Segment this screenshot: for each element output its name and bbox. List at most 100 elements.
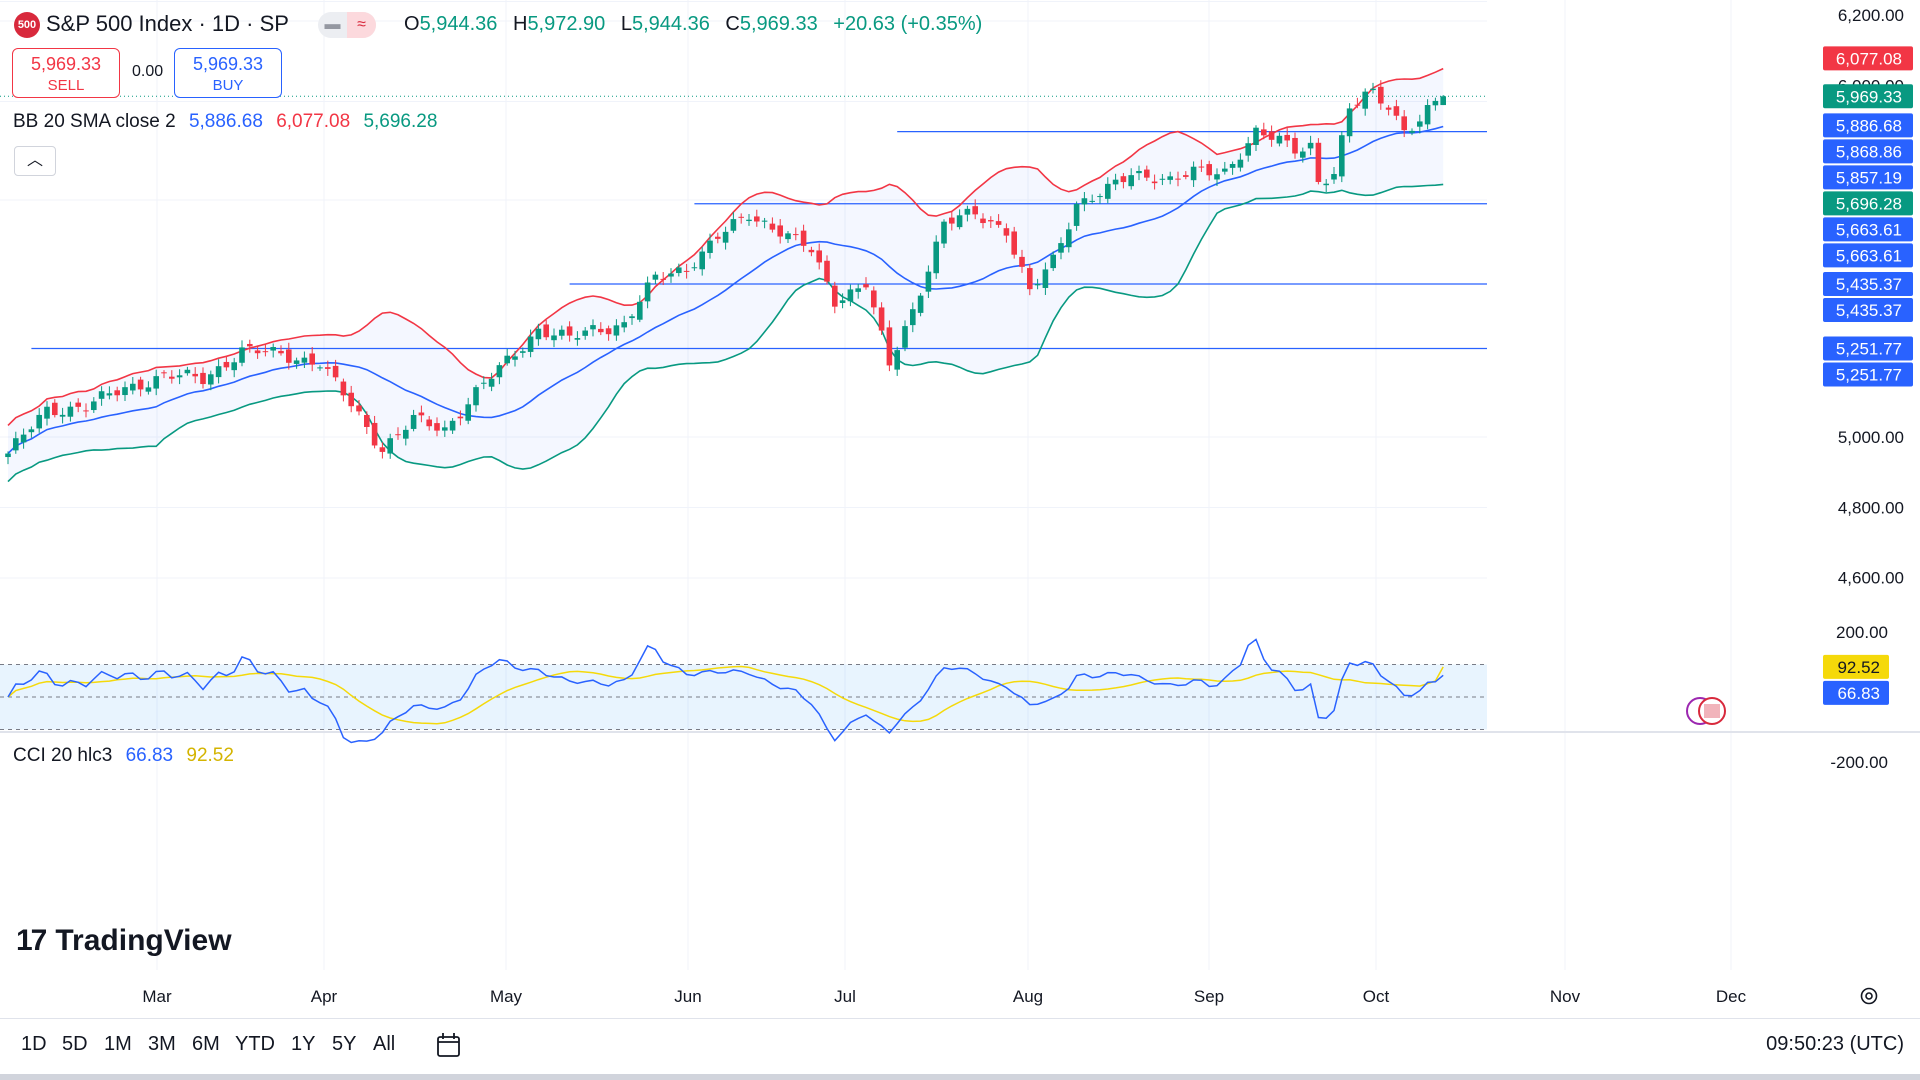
candle-body	[473, 387, 479, 406]
candle-body	[1058, 243, 1064, 253]
range-6m-button[interactable]: 6M	[192, 1033, 220, 1055]
line-style-icon[interactable]: ▬	[324, 16, 341, 33]
range-ytd-button[interactable]: YTD	[235, 1033, 275, 1055]
candle-body	[309, 353, 315, 365]
candle-body	[247, 343, 253, 347]
price-scale-label: 5,886.68	[1836, 116, 1902, 135]
candle-body	[808, 249, 815, 253]
price-scale-badge	[1823, 165, 1913, 190]
cci-scale-label: 92.52	[1837, 658, 1880, 677]
buy-button[interactable]: 5,969.33 BUY	[174, 48, 282, 98]
candle-body	[371, 422, 378, 446]
cci-legend[interactable]: CCI 20 hlc3 66.83 92.52	[13, 745, 234, 766]
time-axis-tick: Mar	[142, 987, 172, 1006]
price-scale-badge	[1823, 113, 1913, 138]
price-scale-badge	[1823, 84, 1913, 109]
price-scale-label: 5,868.86	[1836, 142, 1902, 161]
candle-body	[91, 401, 97, 411]
candle-body	[208, 374, 214, 385]
symbol-title[interactable]: S&P 500 Index · 1D · SP	[46, 11, 289, 36]
candle-body	[1393, 106, 1400, 116]
candle-body	[1378, 86, 1384, 104]
calendar-goto-icon[interactable]	[433, 1030, 463, 1060]
range-3m-button[interactable]: 3M	[148, 1033, 176, 1055]
price-scale-label: 5,696.28	[1836, 194, 1902, 213]
candle-body	[1284, 134, 1290, 141]
candle-body	[239, 347, 245, 363]
range-5y-button[interactable]: 5Y	[332, 1033, 357, 1055]
range-1m-button[interactable]: 1M	[104, 1033, 132, 1055]
chart-type-toggle[interactable]: ▬ ≈	[318, 12, 376, 38]
candle-body	[130, 383, 136, 391]
candle-body	[395, 434, 401, 436]
price-scale-badge	[1823, 336, 1913, 361]
candle-body	[169, 376, 175, 379]
bb-band-fill	[8, 68, 1444, 482]
candle-body	[800, 230, 807, 246]
tradingview-logo[interactable]: 17 TradingView	[16, 924, 232, 957]
candle-body	[426, 419, 432, 427]
candle-body	[871, 290, 877, 308]
candle-body	[1331, 174, 1337, 180]
wave-style-icon[interactable]: ≈	[347, 12, 376, 38]
candle-body	[956, 215, 963, 228]
candle-body	[988, 220, 994, 222]
price-scale-label: 5,251.77	[1836, 366, 1902, 385]
candle-body	[481, 382, 487, 384]
candle-body	[176, 375, 183, 378]
candle-body	[691, 267, 698, 269]
candle-body	[1198, 166, 1205, 168]
cci-scale-label: 66.83	[1837, 684, 1880, 703]
candle-body	[1261, 129, 1267, 136]
price-scale-label: 5,969.33	[1836, 87, 1902, 106]
candle-body	[910, 309, 916, 326]
candle-body	[1081, 198, 1088, 205]
candle-body	[67, 406, 74, 417]
candle-body	[52, 402, 58, 416]
settings-gear-icon[interactable]	[1858, 985, 1880, 1007]
price-scale-badge	[1823, 362, 1913, 387]
range-all-button[interactable]: All	[373, 1033, 396, 1055]
candle-body	[98, 391, 105, 399]
time-axis-tick: Nov	[1550, 987, 1581, 1006]
candle-body	[1362, 91, 1368, 109]
candle-body	[637, 301, 643, 320]
candle-body	[1315, 142, 1322, 182]
candle-body	[1307, 142, 1314, 149]
candle-body	[917, 295, 924, 313]
candle-body	[1042, 269, 1049, 288]
candle-body	[1089, 200, 1095, 202]
cci-axis-tick: -200.00	[1830, 753, 1888, 772]
utc-clock[interactable]: 09:50:23 (UTC)	[1766, 1033, 1904, 1055]
range-1y-button[interactable]: 1Y	[291, 1033, 316, 1055]
time-axis-tick: Apr	[311, 987, 338, 1006]
range-1d-button[interactable]: 1D	[21, 1033, 47, 1055]
candle-body	[286, 349, 292, 363]
candle-body	[1159, 178, 1166, 180]
candle-body	[715, 236, 721, 239]
collapse-legend-button[interactable]: ︿	[14, 146, 56, 176]
candle-body	[254, 350, 261, 354]
candle-body	[1206, 164, 1212, 176]
candle-body	[1190, 166, 1197, 181]
candle-body	[449, 420, 456, 431]
candle-body	[348, 392, 354, 407]
candle-body	[605, 328, 612, 335]
candle-body	[832, 285, 838, 307]
candle-body	[964, 208, 971, 215]
candle-body	[1120, 176, 1127, 183]
candle-body	[933, 241, 939, 274]
range-5d-button[interactable]: 5D	[62, 1033, 88, 1055]
candle-body	[278, 350, 284, 354]
candle-body	[1097, 196, 1103, 198]
candle-body	[418, 412, 425, 416]
candle-body	[863, 284, 869, 288]
candle-body	[192, 373, 198, 377]
candle-body	[824, 260, 830, 282]
candle-body	[746, 219, 752, 222]
cci-axis-tick: 200.00	[1836, 623, 1888, 642]
candle-body	[738, 216, 744, 218]
bb-legend[interactable]: BB 20 SMA close 2 5,886.68 6,077.08 5,69…	[13, 111, 438, 132]
sell-button[interactable]: 5,969.33 SELL	[12, 48, 120, 98]
